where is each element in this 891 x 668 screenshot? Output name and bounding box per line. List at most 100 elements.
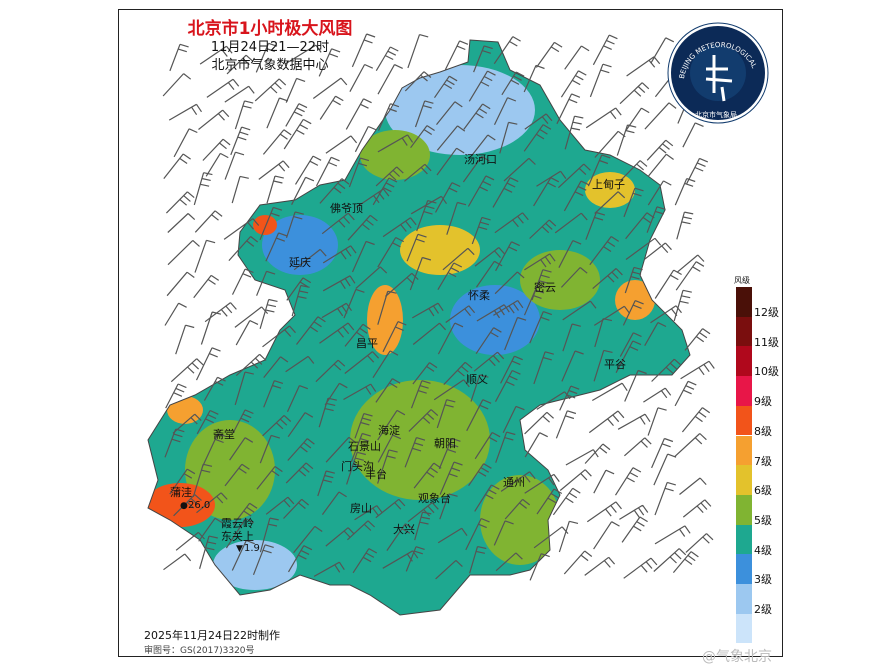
- wind-barb-icon: [375, 166, 404, 187]
- wind-barb-icon: [325, 135, 358, 154]
- wind-barb-icon: [644, 242, 672, 260]
- wind-barb-icon: [259, 434, 280, 464]
- wind-barb-icon: [654, 481, 676, 516]
- wind-barb-icon: [446, 201, 467, 235]
- wind-barb-icon: [436, 147, 465, 176]
- wind-barb-icon: [375, 378, 401, 403]
- wind-barb-icon: [468, 463, 492, 487]
- wind-barb-icon: [200, 311, 222, 345]
- station-value: 1.9: [244, 543, 260, 554]
- wind-barb-icon: [585, 211, 606, 240]
- wind-barb-icon: [625, 237, 662, 260]
- wind-barb-icon: [552, 487, 581, 516]
- wind-barb-icon: [199, 535, 218, 569]
- wind-barb-icon: [407, 502, 439, 523]
- wind-barb-icon: [287, 545, 313, 573]
- wind-barb-icon: [262, 414, 292, 437]
- wind-barb-icon: [232, 409, 254, 434]
- wind-barb-icon: [410, 380, 431, 409]
- wind-barb-icon: [375, 498, 406, 519]
- time-range: 11月24日21—22时: [210, 40, 330, 55]
- wind-barb-icon: [523, 64, 545, 93]
- wind-barb-icon: [535, 41, 563, 68]
- wind-barb-icon: [622, 300, 644, 326]
- wind-barb-icon: [675, 261, 705, 291]
- wind-barb-icon: [436, 125, 466, 151]
- wind-barb-icon: [293, 525, 323, 554]
- wind-barb-icon: [325, 436, 357, 463]
- wind-barb-icon: [474, 431, 501, 460]
- wind-barb-icon: [654, 269, 682, 299]
- wind-barb-icon: [163, 553, 192, 571]
- wind-barb-icon: [593, 349, 613, 382]
- legend-swatch: [736, 316, 752, 347]
- legend-swatch: [736, 524, 752, 555]
- wind-barb-icon: [206, 78, 240, 98]
- wind-barb-icon: [463, 103, 491, 130]
- wind-barb-icon: [265, 232, 288, 262]
- wind-barb-icon: [354, 413, 373, 439]
- wind-barb-icon: [231, 539, 255, 571]
- wind-barb-icon: [259, 298, 278, 329]
- wind-barb-icon: [558, 240, 582, 268]
- wind-barb-icon: [495, 431, 516, 463]
- wind-barb-icon: [285, 211, 304, 238]
- wind-barb-icon: [533, 351, 554, 385]
- place-label: 蒲洼: [170, 485, 192, 499]
- wind-barb-icon: [168, 103, 202, 121]
- legend-swatch: [736, 465, 752, 495]
- wind-barb-icon: [536, 488, 563, 515]
- wind-barb-icon: [644, 322, 667, 346]
- legend-label: 10级: [754, 365, 779, 379]
- place-label: 平谷: [604, 358, 626, 371]
- wind-barb-icon: [234, 371, 254, 406]
- place-label: 密云: [534, 280, 556, 294]
- wind-barb-icon: [593, 469, 615, 494]
- min-station-marker-icon: ▼: [236, 544, 243, 554]
- wind-barb-icon: [256, 466, 283, 490]
- wind-barb-icon: [262, 129, 292, 155]
- wind-barb-icon: [626, 56, 661, 77]
- legend-swatch: [736, 613, 752, 644]
- wind-barb-icon: [410, 125, 435, 149]
- wind-barb-icon: [493, 97, 517, 125]
- wind-barb-icon: [492, 177, 519, 208]
- place-label: 顺义: [466, 373, 488, 386]
- wind-barb-icon: [173, 494, 202, 517]
- wind-barb-icon: [500, 355, 523, 384]
- wind-barb-icon: [346, 520, 376, 541]
- wind-barb-icon: [296, 316, 326, 345]
- wind-barb-icon: [681, 407, 711, 433]
- wind-barb-icon: [679, 477, 707, 495]
- beijing-boundary: [147, 39, 691, 616]
- wind-barb-icon: [347, 214, 378, 241]
- wind-barb-icon: [565, 449, 599, 466]
- wind-barb-icon: [352, 548, 378, 574]
- legend-swatch: [736, 346, 752, 377]
- wind-barb-icon: [351, 33, 376, 68]
- legend-label: 6级: [754, 484, 772, 498]
- wind-barb-icon: [615, 340, 642, 373]
- wind-barb-icon: [465, 517, 490, 551]
- wind-barb-icon: [175, 531, 205, 551]
- place-label: 丰台: [365, 467, 387, 481]
- wind-barb-icon: [286, 277, 312, 301]
- wind-barb-icon: [412, 362, 438, 385]
- wind-barb-icon: [674, 380, 697, 407]
- wind-barb-icon: [408, 409, 439, 432]
- wind-barb-icon: [409, 256, 432, 291]
- wind-barb-icon: [404, 163, 432, 182]
- wind-barb-icon: [291, 176, 315, 205]
- wind-barb-icon: [263, 380, 284, 408]
- wind-barb-icon: [194, 210, 223, 233]
- wind-barbs: [162, 33, 720, 581]
- wind-barb-icon: [172, 413, 202, 434]
- wind-barb-icon: [199, 45, 233, 65]
- wind-barb-icon: [529, 219, 557, 239]
- wind-barb-icon: [439, 493, 458, 520]
- place-label: 朝阳: [434, 437, 456, 450]
- wind-barb-icon: [349, 63, 374, 92]
- wind-barb-icon: [223, 218, 260, 240]
- place-label: 延庆: [289, 255, 311, 269]
- data-source: 北京市气象数据中心: [211, 58, 329, 73]
